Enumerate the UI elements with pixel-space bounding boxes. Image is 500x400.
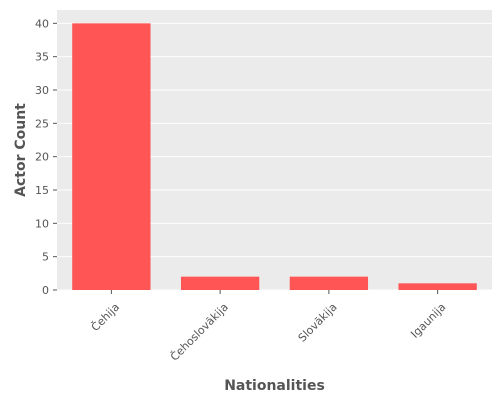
bar [180,276,260,290]
y-axis-ticks: 0 5 10 15 20 25 30 35 40 [35,17,57,297]
y-axis-title: Actor Count [13,103,29,197]
y-tick-label: 25 [35,117,49,130]
x-tick-label: Igaunija [408,301,448,341]
y-tick-label: 35 [35,51,49,64]
y-tick-label: 40 [35,17,49,30]
y-tick-label: 15 [35,184,49,197]
bars [72,23,477,290]
x-tick-label: Čehoslovākija [168,301,231,364]
y-tick-label: 0 [42,284,49,297]
y-tick-label: 30 [35,84,49,97]
x-tick-label: Slovākija [296,301,340,345]
bar [398,283,477,290]
bar [289,276,369,290]
y-tick-label: 20 [35,151,49,164]
y-tick-label: 5 [42,251,49,264]
x-axis-ticks: Čehija Čehoslovākija Slovākija Igaunija [89,290,448,364]
y-tick-label: 10 [35,217,49,230]
x-tick-label: Čehija [89,301,122,334]
bar [72,23,151,290]
x-axis-title: Nationalities [224,378,325,394]
